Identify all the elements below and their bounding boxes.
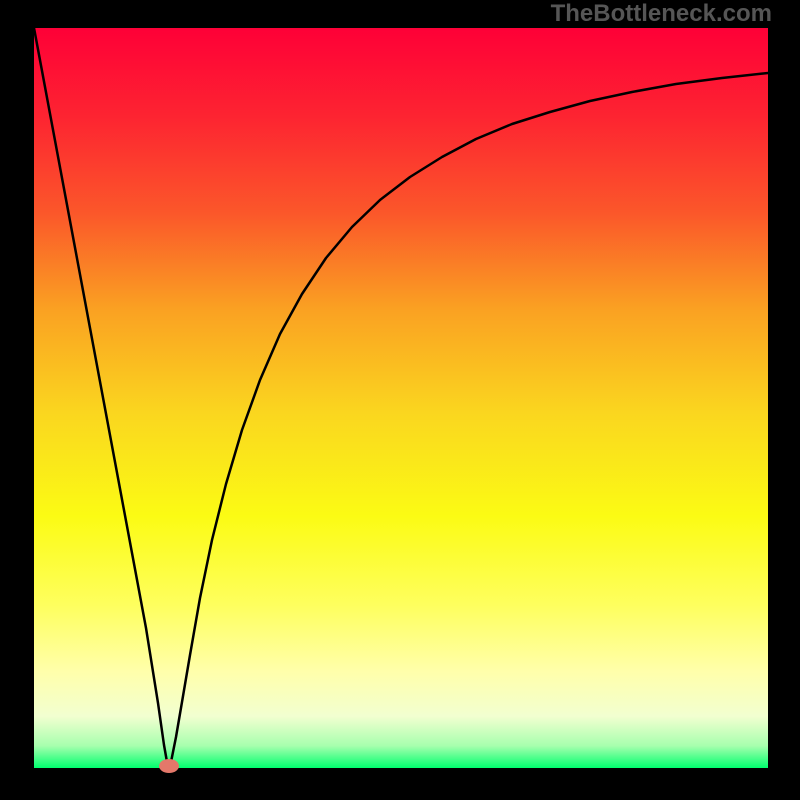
minimum-marker [159, 759, 179, 773]
gradient-background [34, 28, 768, 768]
watermark-text: TheBottleneck.com [551, 0, 772, 28]
plot-area [0, 0, 800, 800]
bottleneck-curve [0, 0, 800, 800]
chart-container: TheBottleneck.com [0, 0, 800, 800]
